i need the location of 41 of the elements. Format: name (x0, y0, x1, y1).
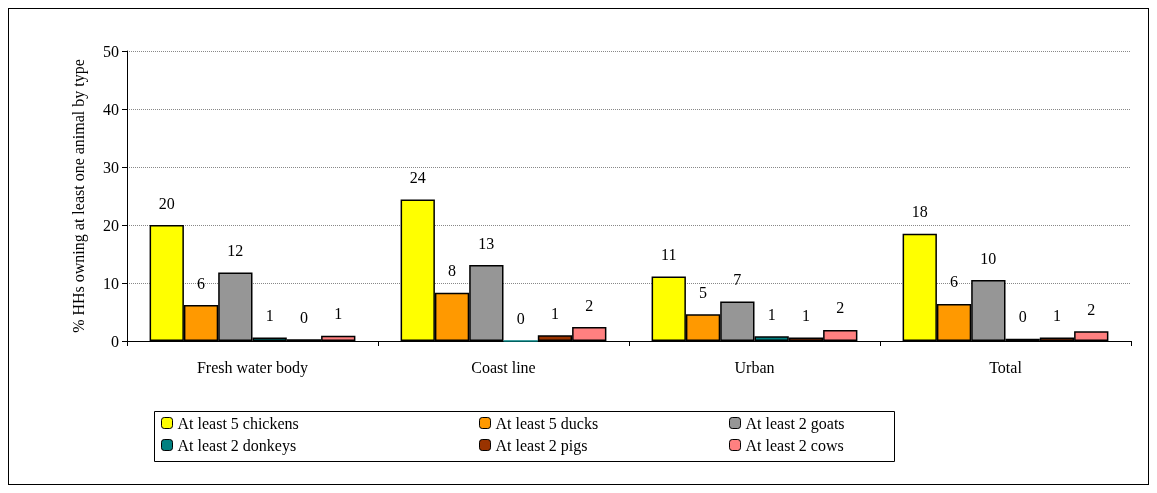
data-label: 1 (801, 307, 810, 325)
legend-label: At least 2 pigs (495, 436, 588, 455)
legend-label: At least 2 cows (745, 436, 844, 454)
data-label: 6 (197, 274, 206, 292)
x-tick-label: Fresh water body (196, 358, 309, 377)
y-tick-label: 20 (103, 216, 119, 234)
data-label: 1 (550, 304, 559, 322)
y-tick-label: 40 (103, 100, 119, 118)
y-tick-label: 10 (103, 274, 119, 292)
data-label: 2 (1087, 300, 1096, 318)
y-tick-label: 50 (103, 42, 119, 60)
data-label: 1 (334, 305, 343, 323)
data-label: 5 (699, 283, 708, 301)
data-label: 1 (767, 305, 776, 323)
legend-label: At least 2 donkeys (177, 436, 297, 455)
data-label: 1 (265, 307, 274, 325)
data-label: 8 (448, 262, 457, 280)
legend-label: At least 5 chickens (177, 414, 299, 432)
data-label: 20 (158, 194, 175, 212)
data-label: 2 (585, 296, 594, 314)
data-label: 0 (1018, 308, 1027, 326)
data-label: 24 (409, 168, 426, 186)
data-label: 11 (661, 246, 677, 264)
data-label: 2 (836, 299, 845, 317)
y-tick-label: 0 (111, 332, 119, 350)
legend-label: At least 5 ducks (495, 414, 599, 432)
data-label: 12 (227, 242, 244, 260)
x-tick-label: Total (989, 358, 1023, 376)
data-label: 18 (911, 203, 928, 221)
data-label: 0 (516, 309, 525, 327)
y-axis-title: % HHs owning at least one animal by type (69, 59, 88, 333)
data-label: 7 (733, 271, 742, 289)
legend-label: At least 2 goats (745, 414, 845, 433)
data-label: 1 (1052, 307, 1061, 325)
x-tick-label: Urban (734, 358, 775, 376)
y-tick-label: 30 (103, 158, 119, 176)
data-label: 10 (980, 249, 997, 267)
data-label: 13 (478, 234, 495, 252)
data-label: 6 (950, 273, 959, 291)
data-label: 0 (299, 308, 308, 326)
x-tick-label: Coast line (471, 358, 536, 376)
